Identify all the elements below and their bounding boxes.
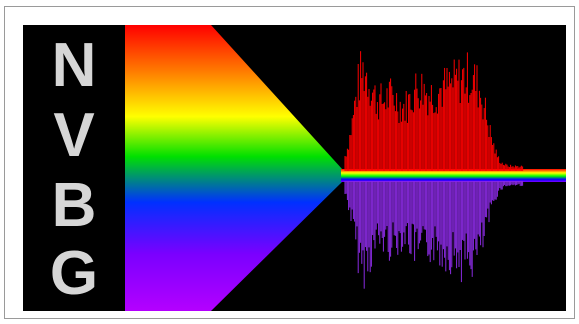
- spectrum-band: [125, 25, 211, 311]
- nvbg-logo-image: N V B G: [23, 25, 566, 311]
- logo-letter-v: V: [53, 101, 95, 170]
- logo-letter-b: B: [51, 171, 97, 240]
- logo-letter-n: N: [51, 31, 97, 100]
- logo-letters-column: N V B G: [23, 25, 125, 311]
- upper-waveform: [344, 51, 524, 171]
- spectrum-waveform-graphic: [125, 25, 566, 311]
- spectrum-cone: [211, 25, 343, 311]
- lower-waveform: [344, 181, 524, 289]
- logo-letter-g: G: [49, 239, 99, 308]
- spectrum-line: [341, 169, 566, 182]
- logo-frame: N V B G: [4, 6, 575, 319]
